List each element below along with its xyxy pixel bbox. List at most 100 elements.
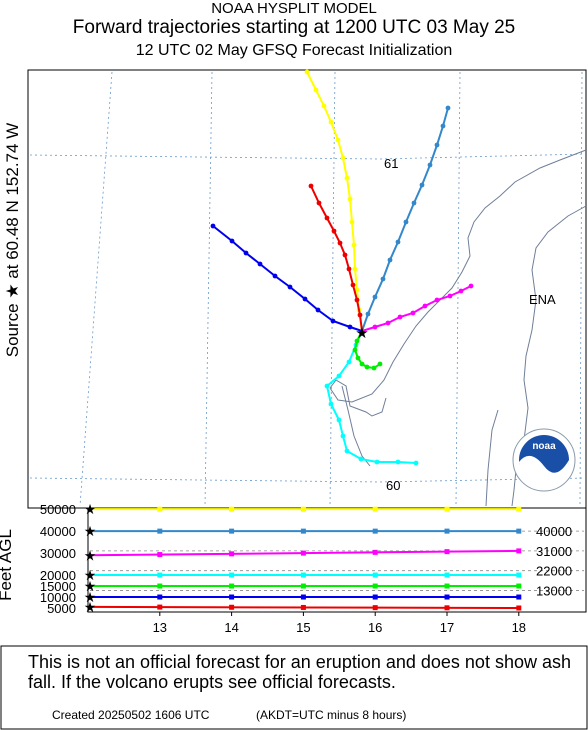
height-marker-50000 [229, 506, 235, 512]
coastline-segment [485, 409, 499, 507]
trajectory-point-30000 [447, 293, 453, 299]
height-marker-40000 [516, 528, 522, 534]
trajectory-point-40000 [434, 142, 440, 148]
height-marker-40000 [229, 528, 235, 534]
time-tick-label: 15 [296, 620, 310, 635]
disclaimer-text: This is not an official forecast for an … [28, 652, 571, 692]
trajectory-point-40000 [445, 105, 451, 111]
start-star-5000: ★ [84, 599, 97, 615]
trajectory-point-30000 [372, 324, 378, 330]
height-tick-left: 5000 [47, 601, 76, 616]
trajectory-point-10000 [287, 284, 293, 290]
trajectory-point-30000 [468, 283, 474, 289]
height-marker-40000 [300, 528, 306, 534]
height-marker-20000 [229, 572, 235, 578]
trajectory-point-40000 [395, 239, 401, 245]
start-star-40000: ★ [84, 523, 97, 539]
longitude-line [329, 71, 336, 507]
trajectory-point-50000 [335, 137, 341, 143]
trajectory-paths [210, 69, 474, 466]
trajectory-point-5000 [354, 297, 360, 303]
trajectory-point-20000 [395, 459, 401, 465]
longitude-line [204, 71, 213, 507]
height-marker-20000 [372, 572, 378, 578]
height-marker-10000 [516, 594, 522, 600]
trajectory-point-10000 [210, 223, 216, 229]
trajectory-point-30000 [410, 310, 416, 316]
place-label: ENA [529, 292, 556, 307]
height-marker-50000 [372, 506, 378, 512]
start-star-10000: ★ [84, 589, 97, 605]
height-marker-50000 [300, 506, 306, 512]
trajectory-point-10000 [272, 273, 278, 279]
trajectory-point-10000 [257, 261, 263, 267]
trajectory-point-40000 [380, 276, 386, 282]
height-marker-5000 [516, 605, 522, 611]
disclaimer-box [0, 645, 588, 730]
timezone-note: (AKDT=UTC minus 8 hours) [256, 708, 407, 722]
height-panel-series [87, 506, 522, 611]
trajectory-point-5000 [357, 312, 363, 318]
height-tick-right: 22000 [536, 564, 572, 579]
coastline-segment [329, 149, 587, 417]
trajectory-point-40000 [403, 219, 409, 225]
time-tick-label: 14 [224, 620, 238, 635]
height-marker-5000 [300, 604, 306, 610]
model-title: NOAA HYSPLIT MODEL [211, 0, 377, 17]
height-marker-5000 [372, 605, 378, 611]
trajectory-point-20000 [340, 433, 346, 439]
trajectory-point-50000 [349, 219, 355, 225]
trajectory-point-30000 [434, 297, 440, 303]
source-star: ★ [355, 325, 368, 342]
trajectory-point-15000 [355, 355, 361, 361]
height-marker-5000 [157, 604, 163, 610]
height-tick-left: 15000 [40, 579, 76, 594]
chart-subtitle: 12 UTC 02 May GFSQ Forecast Initializati… [135, 42, 453, 59]
trajectory-point-10000 [330, 318, 336, 324]
height-marker-20000 [300, 572, 306, 578]
height-marker-15000 [516, 583, 522, 589]
trajectory-point-20000 [346, 359, 352, 365]
trajectory-point-15000 [354, 338, 360, 344]
trajectory-point-20000 [344, 448, 350, 454]
trajectory-point-40000 [411, 200, 417, 206]
height-marker-40000 [372, 528, 378, 534]
longitude-line [579, 71, 583, 507]
trajectory-point-10000 [302, 296, 308, 302]
latitude-line [29, 477, 587, 483]
trajectory-point-5000 [346, 266, 352, 272]
height-marker-15000 [300, 583, 306, 589]
trajectory-point-30000 [458, 288, 464, 294]
trajectory-point-40000 [440, 123, 446, 129]
longitude-line [455, 71, 461, 507]
trajectory-line-30000 [361, 285, 472, 332]
trajectory-point-20000 [358, 456, 364, 462]
svg-text:noaa: noaa [532, 441, 556, 452]
height-marker-10000 [157, 594, 163, 600]
trajectory-point-5000 [337, 240, 343, 246]
time-tick-label: 13 [153, 620, 167, 635]
height-marker-20000 [157, 572, 163, 578]
height-marker-15000 [157, 583, 163, 589]
trajectory-point-10000 [315, 307, 321, 313]
height-marker-30000 [229, 551, 235, 557]
trajectory-point-50000 [347, 196, 353, 202]
lat-label-61: 61 [384, 156, 398, 171]
trajectory-point-50000 [304, 69, 310, 75]
map-frame [27, 69, 587, 509]
trajectory-point-30000 [422, 303, 428, 309]
time-axis-ticks: 13 14 15 16 17 18 [153, 612, 526, 635]
noaa-logo: noaa [512, 428, 576, 492]
height-marker-20000 [444, 572, 450, 578]
height-marker-30000 [300, 550, 306, 556]
trajectory-point-15000 [359, 361, 365, 367]
trajectory-point-40000 [427, 162, 433, 168]
height-marker-5000 [229, 604, 235, 610]
height-tick-left: 40000 [40, 524, 76, 539]
trajectory-point-40000 [387, 257, 393, 263]
height-tick-left: 20000 [40, 568, 76, 583]
trajectory-point-20000 [336, 417, 342, 423]
trajectory-point-10000 [229, 238, 235, 244]
